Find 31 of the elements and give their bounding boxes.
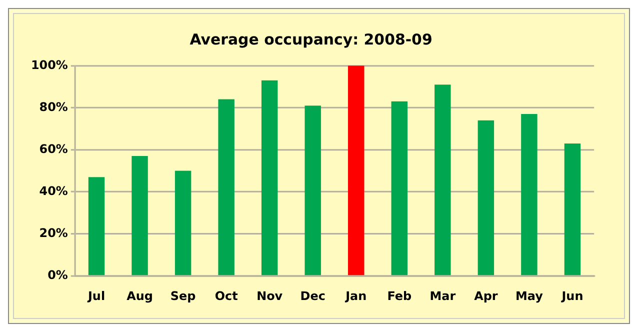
x-tick-label: Apr <box>474 289 498 304</box>
bar <box>261 80 278 276</box>
y-tick-label: 100% <box>30 58 68 72</box>
x-tick-label: Jul <box>86 289 106 304</box>
x-tick-label: Sep <box>170 289 196 304</box>
bar <box>521 114 538 276</box>
x-tick-label: May <box>515 289 544 304</box>
bar <box>564 143 581 276</box>
x-tick-label: Feb <box>387 289 412 304</box>
x-tick-label: Jun <box>560 289 584 304</box>
x-tick-label: Dec <box>300 289 326 304</box>
bar <box>434 84 451 276</box>
y-tick-label: 40% <box>39 184 68 198</box>
y-tick-label: 0% <box>48 268 68 282</box>
bar <box>478 120 494 276</box>
x-tick-label: Jan <box>344 289 367 304</box>
y-tick-label: 80% <box>39 100 68 114</box>
bar <box>132 156 148 276</box>
bar <box>218 99 234 276</box>
x-tick-label: Aug <box>126 289 153 304</box>
x-tick-label: Nov <box>256 289 283 304</box>
bar <box>88 177 105 276</box>
y-tick-label: 60% <box>39 142 68 156</box>
y-tick-label: 20% <box>39 226 68 240</box>
bar <box>391 101 408 276</box>
chart-title: Average occupancy: 2008-09 <box>190 30 432 49</box>
bar <box>174 170 192 276</box>
bar <box>348 66 364 276</box>
x-tick-label: Oct <box>214 289 238 304</box>
x-tick-label: Mar <box>430 289 456 304</box>
bar <box>304 106 321 276</box>
